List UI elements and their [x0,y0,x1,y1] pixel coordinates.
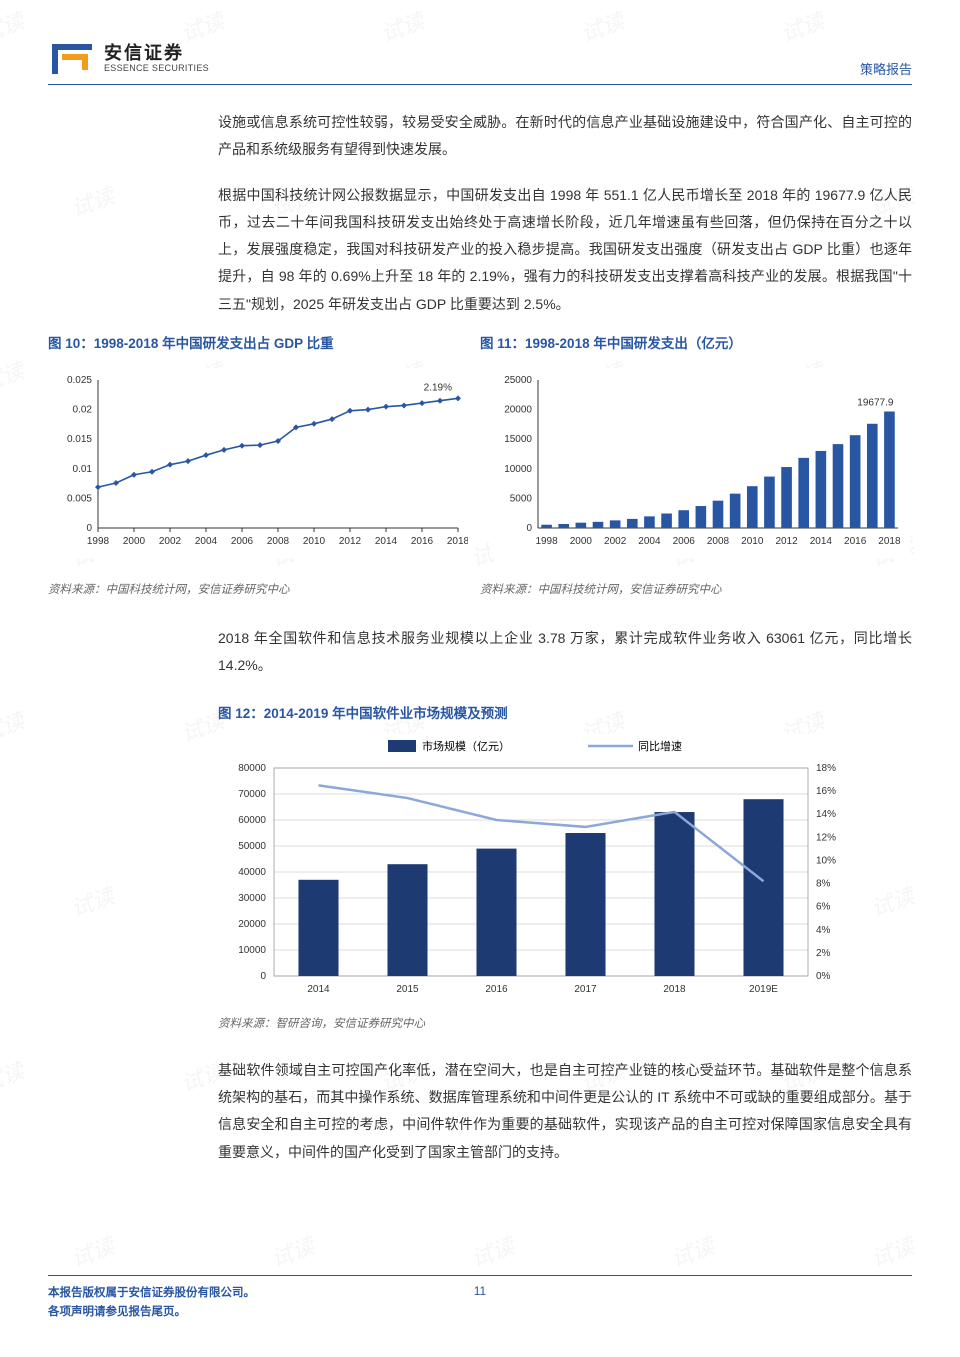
svg-text:5000: 5000 [510,493,533,504]
svg-text:15000: 15000 [504,434,532,445]
svg-text:0: 0 [526,523,532,534]
chart-fig12: 市场规模（亿元） 同比增速 0 10000 20000 30000 40000 50000 60… [218,734,858,1004]
svg-text:2004: 2004 [195,536,218,547]
fig11-title: 图 11：1998-2018 年中国研发支出（亿元） [480,332,912,352]
svg-text:50000: 50000 [238,841,266,852]
svg-text:2000: 2000 [123,536,146,547]
svg-text:2010: 2010 [741,536,764,547]
svg-text:0.015: 0.015 [67,434,92,445]
paragraph-3: 2018 年全国软件和信息技术服务业规模以上企业 3.78 万家，累计完成软件业… [218,625,912,680]
footer-page: 11 [474,1284,486,1298]
svg-text:2%: 2% [816,948,831,959]
svg-text:2018: 2018 [878,536,901,547]
page-footer: 本报告版权属于安信证券股份有限公司。 各项声明请参见报告尾页。 11 [48,1275,912,1321]
svg-text:0%: 0% [816,971,831,982]
svg-text:2006: 2006 [231,536,254,547]
footer-line1: 本报告版权属于安信证券股份有限公司。 [48,1284,255,1302]
svg-text:2008: 2008 [707,536,730,547]
svg-text:2010: 2010 [303,536,326,547]
logo-en: ESSENCE SECURITIES [104,64,209,74]
report-type: 策略报告 [860,59,912,78]
svg-text:2002: 2002 [159,536,182,547]
paragraph-2: 根据中国科技统计网公报数据显示，中国研发支出自 1998 年 551.1 亿人民… [218,182,912,318]
page-header: 安信证券 ESSENCE SECURITIES 策略报告 [48,40,912,85]
svg-text:18%: 18% [816,763,836,774]
svg-text:2016: 2016 [411,536,434,547]
footer-line2: 各项声明请参见报告尾页。 [48,1303,255,1321]
fig10-title: 图 10：1998-2018 年中国研发支出占 GDP 比重 [48,332,480,352]
fig10-source: 资料来源：中国科技统计网，安信证券研究中心 [48,581,480,597]
svg-text:2014: 2014 [375,536,398,547]
svg-text:70000: 70000 [238,789,266,800]
svg-text:25000: 25000 [504,375,532,386]
paragraph-4: 基础软件领域自主可控国产化率低，潜在空间大，也是自主可控产业链的核心受益环节。基… [218,1057,912,1166]
svg-text:1998: 1998 [535,536,558,547]
svg-text:20000: 20000 [504,405,532,416]
svg-text:80000: 80000 [238,763,266,774]
svg-text:2019E: 2019E [749,984,778,995]
svg-text:2006: 2006 [673,536,696,547]
svg-text:同比增速: 同比增速 [638,739,682,753]
svg-text:1998: 1998 [87,536,110,547]
svg-text:6%: 6% [816,901,831,912]
fig11-source: 资料来源：中国科技统计网，安信证券研究中心 [480,581,912,597]
logo: 安信证券 ESSENCE SECURITIES [48,40,209,78]
paragraph-1: 设施或信息系统可控性较弱，较易受安全威胁。在新时代的信息产业基础设施建设中，符合… [218,109,912,164]
logo-icon [48,40,96,78]
svg-text:2012: 2012 [339,536,362,547]
svg-text:2014: 2014 [810,536,833,547]
svg-text:16%: 16% [816,786,836,797]
chart-fig11: 0 5000 10000 15000 20000 25000 1998 2000 2002 200… [490,368,910,558]
svg-text:0.025: 0.025 [67,375,92,386]
svg-text:10000: 10000 [504,464,532,475]
svg-text:10%: 10% [816,855,836,866]
svg-text:8%: 8% [816,878,831,889]
fig12-source: 资料来源：智研咨询，安信证券研究中心 [218,1015,912,1031]
fig12-title: 图 12：2014-2019 年中国软件业市场规模及预测 [218,702,912,722]
svg-text:14%: 14% [816,809,836,820]
svg-text:2017: 2017 [574,984,597,995]
svg-text:2016: 2016 [844,536,867,547]
svg-text:30000: 30000 [238,893,266,904]
svg-text:2008: 2008 [267,536,290,547]
svg-text:2018: 2018 [663,984,686,995]
svg-text:2016: 2016 [485,984,508,995]
svg-text:10000: 10000 [238,945,266,956]
svg-text:0.005: 0.005 [67,493,92,504]
svg-text:12%: 12% [816,832,836,843]
svg-text:60000: 60000 [238,815,266,826]
svg-text:0.01: 0.01 [73,464,93,475]
svg-text:19677.9: 19677.9 [857,398,894,409]
svg-text:0: 0 [260,971,266,982]
svg-text:2012: 2012 [775,536,798,547]
logo-cn: 安信证券 [104,44,209,64]
svg-text:2004: 2004 [638,536,661,547]
svg-text:0: 0 [86,523,92,534]
svg-text:2015: 2015 [396,984,419,995]
svg-text:2014: 2014 [307,984,330,995]
svg-text:2.19%: 2.19% [424,382,452,393]
svg-text:2018: 2018 [447,536,468,547]
svg-text:市场规模（亿元）: 市场规模（亿元） [422,739,510,753]
svg-text:0.02: 0.02 [73,405,93,416]
svg-text:2000: 2000 [570,536,593,547]
svg-text:4%: 4% [816,924,831,935]
svg-text:2002: 2002 [604,536,627,547]
chart-fig10: 0 0.005 0.01 0.015 0.02 0.025 1998 2000 2002 2004… [48,368,468,558]
svg-text:40000: 40000 [238,867,266,878]
svg-text:20000: 20000 [238,919,266,930]
